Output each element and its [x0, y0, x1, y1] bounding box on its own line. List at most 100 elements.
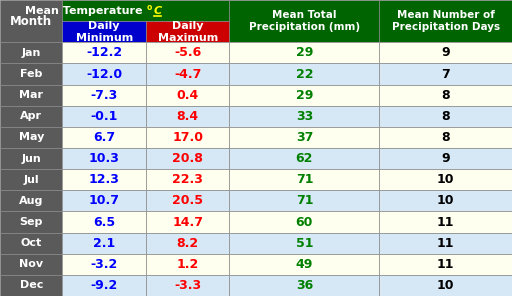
Bar — [146, 42, 229, 63]
Text: Daily
Maximum: Daily Maximum — [158, 21, 218, 43]
Bar — [62, 233, 146, 254]
Bar — [146, 106, 229, 127]
Text: Feb: Feb — [20, 69, 42, 79]
Text: Nov: Nov — [19, 259, 44, 269]
Bar — [62, 0, 229, 21]
Bar — [0, 169, 62, 190]
Bar — [0, 85, 62, 106]
Text: 17.0: 17.0 — [172, 131, 203, 144]
Text: 22: 22 — [295, 67, 313, 81]
Bar — [62, 254, 146, 275]
Bar — [379, 42, 512, 63]
Bar — [229, 106, 379, 127]
Bar — [379, 190, 512, 211]
Bar — [146, 211, 229, 233]
Text: Jun: Jun — [22, 154, 41, 164]
Text: Apr: Apr — [20, 111, 42, 121]
Text: 71: 71 — [295, 173, 313, 186]
Text: 37: 37 — [296, 131, 313, 144]
Bar — [379, 85, 512, 106]
Text: 8: 8 — [441, 131, 450, 144]
Text: 11: 11 — [437, 258, 455, 271]
Text: 60: 60 — [296, 215, 313, 229]
Text: Sep: Sep — [19, 217, 43, 227]
Text: 6.7: 6.7 — [93, 131, 115, 144]
Text: 36: 36 — [296, 279, 313, 292]
Bar — [146, 169, 229, 190]
Bar — [62, 190, 146, 211]
Text: 51: 51 — [295, 237, 313, 250]
Bar — [379, 63, 512, 85]
Bar — [379, 254, 512, 275]
Bar — [0, 42, 62, 63]
Text: -5.6: -5.6 — [174, 46, 201, 59]
Text: 8.2: 8.2 — [177, 237, 199, 250]
Text: 2.1: 2.1 — [93, 237, 115, 250]
Bar — [229, 127, 379, 148]
Bar — [146, 233, 229, 254]
Text: 1.2: 1.2 — [177, 258, 199, 271]
Bar — [229, 0, 379, 42]
Text: Dec: Dec — [19, 280, 43, 290]
Bar — [146, 85, 229, 106]
Text: -9.2: -9.2 — [91, 279, 118, 292]
Text: -4.7: -4.7 — [174, 67, 201, 81]
Bar — [229, 169, 379, 190]
Text: Mar: Mar — [19, 90, 43, 100]
Bar — [62, 275, 146, 296]
Bar — [146, 254, 229, 275]
Text: 8: 8 — [441, 89, 450, 102]
Text: 7: 7 — [441, 67, 450, 81]
Bar — [229, 85, 379, 106]
Bar — [146, 21, 229, 42]
Text: 71: 71 — [295, 194, 313, 207]
Bar — [379, 169, 512, 190]
Bar — [229, 63, 379, 85]
Bar — [146, 127, 229, 148]
Text: 11: 11 — [437, 237, 455, 250]
Text: 10.7: 10.7 — [89, 194, 120, 207]
Bar — [62, 106, 146, 127]
Bar — [0, 148, 62, 169]
Bar — [379, 106, 512, 127]
Text: 33: 33 — [296, 110, 313, 123]
Bar — [62, 42, 146, 63]
Text: -7.3: -7.3 — [91, 89, 118, 102]
Text: -12.0: -12.0 — [86, 67, 122, 81]
Bar — [146, 275, 229, 296]
Text: Daily
Minimum: Daily Minimum — [76, 21, 133, 43]
Bar — [229, 211, 379, 233]
Text: 9: 9 — [441, 46, 450, 59]
Text: 20.8: 20.8 — [172, 152, 203, 165]
Bar — [62, 169, 146, 190]
Bar — [0, 127, 62, 148]
Bar — [229, 254, 379, 275]
Text: -3.3: -3.3 — [174, 279, 201, 292]
Bar — [0, 211, 62, 233]
Bar — [379, 127, 512, 148]
Bar — [0, 275, 62, 296]
Bar — [229, 190, 379, 211]
Bar — [0, 254, 62, 275]
Bar — [379, 275, 512, 296]
Bar — [229, 275, 379, 296]
Bar — [229, 233, 379, 254]
Text: -3.2: -3.2 — [91, 258, 118, 271]
Text: Mean Number of
Precipitation Days: Mean Number of Precipitation Days — [392, 10, 500, 32]
Bar — [0, 0, 62, 42]
Text: 29: 29 — [296, 46, 313, 59]
Bar — [0, 233, 62, 254]
Bar — [229, 42, 379, 63]
Bar — [379, 233, 512, 254]
Text: Jul: Jul — [24, 175, 39, 185]
Bar — [0, 190, 62, 211]
Bar — [146, 63, 229, 85]
Text: 29: 29 — [296, 89, 313, 102]
Bar — [146, 190, 229, 211]
Text: 9: 9 — [441, 152, 450, 165]
Bar — [62, 148, 146, 169]
Text: 0.4: 0.4 — [177, 89, 199, 102]
Bar — [379, 211, 512, 233]
Text: 22.3: 22.3 — [172, 173, 203, 186]
Text: 49: 49 — [296, 258, 313, 271]
